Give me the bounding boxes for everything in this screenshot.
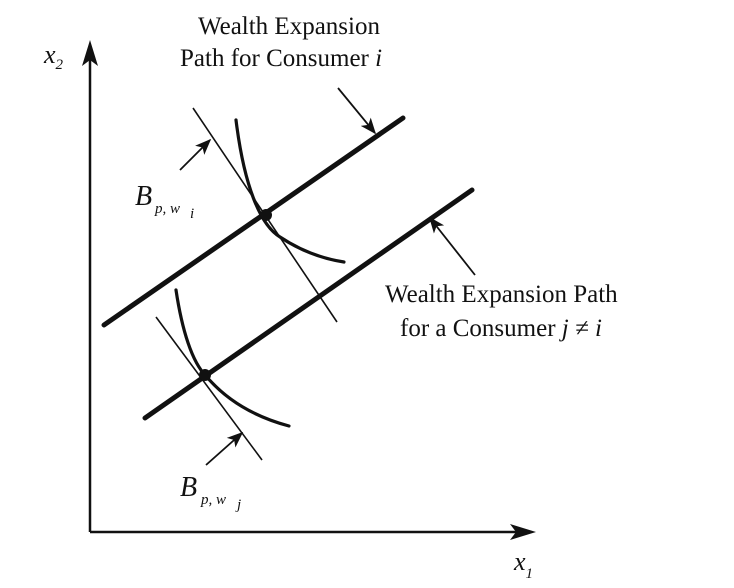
tangency-point-j (199, 369, 211, 381)
budget-upper-subsubscript: i (190, 206, 194, 222)
y-axis-label: x2 (43, 40, 64, 73)
pointer-arrow-path-i (337, 87, 377, 135)
label-path-consumer-i: Wealth Expansion Path for Consumer i (180, 13, 382, 72)
indifference-curve-upper (234, 118, 346, 264)
pointer-arrow-budget-upper (179, 138, 212, 171)
pointer-arrow-budget-lower (205, 431, 244, 466)
axes: x2 x1 (43, 40, 536, 582)
tangency-point-i (260, 209, 272, 221)
label-budget-upper: B p, w i (135, 181, 194, 222)
label-path-j-line1: Wealth Expansion Path (385, 281, 618, 308)
label-budget-lower: B p, w j (180, 472, 241, 513)
label-path-consumer-j: Wealth Expansion Path for a Consumer j ≠… (385, 281, 618, 342)
budget-lower-symbol: B (180, 472, 197, 503)
budget-lower-subscript: p, w (200, 492, 226, 508)
budget-lower-subsubscript: j (235, 497, 241, 513)
wealth-expansion-path-j (142, 187, 475, 421)
budget-upper-subscript: p, w (154, 201, 180, 217)
budget-line-lower (155, 316, 263, 461)
x-axis-label: x1 (513, 547, 533, 582)
x-axis-arrowhead (510, 524, 536, 540)
budget-upper-symbol: B (135, 181, 152, 212)
wealth-expansion-path-i (101, 115, 406, 328)
label-path-i-line2: Path for Consumer i (180, 45, 382, 72)
label-path-i-line1: Wealth Expansion (198, 13, 380, 40)
y-axis-arrowhead (82, 40, 98, 66)
pointer-arrow-path-j (428, 216, 476, 276)
label-path-j-line2: for a Consumer j ≠ i (400, 315, 602, 342)
